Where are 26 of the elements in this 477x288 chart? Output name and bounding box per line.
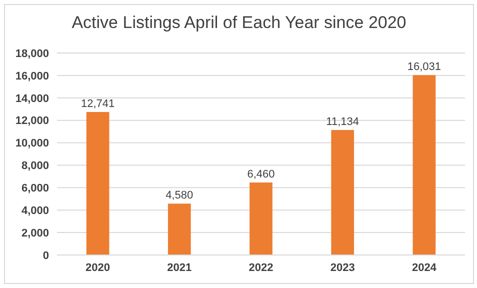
data-label: 4,580 <box>166 190 194 202</box>
bar <box>250 182 272 255</box>
y-tick-label: 18,000 <box>15 48 49 60</box>
x-tick-label: 2024 <box>412 262 438 274</box>
x-tick-label: 2022 <box>248 262 274 274</box>
y-tick-label: 8,000 <box>21 160 49 172</box>
y-tick-label: 4,000 <box>21 205 49 218</box>
y-tick-label: 12,000 <box>15 115 49 128</box>
y-tick-label: 6,000 <box>21 182 49 195</box>
y-tick-label: 10,000 <box>15 138 49 150</box>
data-label: 16,031 <box>407 61 442 74</box>
chart-title: Active Listings April of Each Year since 2020 <box>70 12 408 34</box>
data-label: 11,134 <box>326 116 360 128</box>
x-tick-label: 2020 <box>86 262 110 274</box>
y-tick-label: 0 <box>42 250 49 262</box>
data-label: 6,460 <box>247 168 275 181</box>
bar <box>86 112 110 255</box>
bar <box>412 75 436 255</box>
x-tick-label: 2021 <box>167 262 192 274</box>
y-tick-label: 2,000 <box>21 227 49 240</box>
y-tick-label: 14,000 <box>15 92 49 105</box>
bar <box>168 204 191 255</box>
x-tick-label: 2023 <box>330 262 355 274</box>
y-tick-label: 16,000 <box>15 70 49 82</box>
bar <box>331 130 354 255</box>
data-label: 12,741 <box>80 98 115 110</box>
